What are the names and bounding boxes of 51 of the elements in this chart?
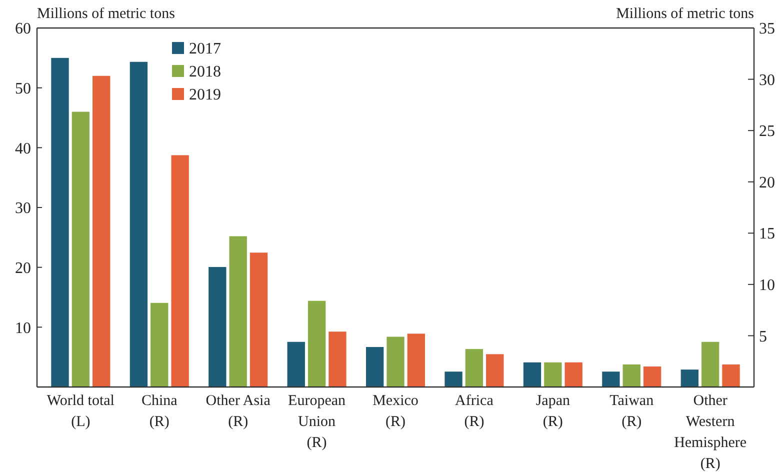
bar [486,354,504,387]
bar [622,364,640,387]
bar [444,372,462,387]
y-tick-label: 50 [15,80,31,98]
y2-tick-label: 15 [759,226,775,243]
y-tick-label: 30 [15,200,31,218]
x-tick-label: China (R) [141,393,178,430]
bar [465,349,484,387]
bar [130,62,148,387]
y2-tick-label: 5 [759,328,767,346]
legend-label: 2019 [189,86,221,104]
x-tick-label: Taiwan (R) [610,393,654,430]
bar [523,362,542,387]
x-tick-label: Japan (R) [536,393,570,430]
x-tick-label: Other Western Hemisphere (R) [674,393,747,472]
x-tick-label: Africa (R) [455,393,494,430]
bar [287,342,305,387]
x-tick-label: Other Asia (R) [206,393,271,430]
bar [208,266,226,387]
bar [564,362,582,387]
bar [308,300,326,387]
x-tick-label: European Union (R) [288,393,346,451]
bar [150,302,168,387]
legend-label: 2017 [189,40,221,58]
bar [602,372,620,387]
bar [386,336,404,387]
bar [171,155,189,387]
y2-tick-label: 25 [759,123,775,140]
x-tick-label: World total (L) [46,393,114,430]
bar [722,364,740,387]
bar [643,366,662,387]
y2-tick-label: 20 [759,174,775,192]
y-tick-label: 10 [15,320,31,337]
y2-tick-label: 35 [759,20,775,38]
y2-axis-title: Millions of metric tons [616,6,754,22]
bar [407,334,426,387]
bar [544,362,562,387]
x-tick-label: Mexico (R) [372,393,418,430]
bar [680,370,698,387]
legend-label: 2018 [189,64,221,81]
y2-tick-label: 30 [759,72,775,89]
bar [229,236,247,387]
bar [250,252,268,387]
y-tick-label: 20 [15,260,31,277]
y2-tick-label: 10 [759,277,775,294]
y-axis-title: Millions of metric tons [37,6,176,22]
bar [701,342,720,387]
y-tick-label: 40 [15,140,31,158]
bar [328,332,346,387]
bar [366,346,384,387]
y-tick-label: 60 [15,20,31,38]
